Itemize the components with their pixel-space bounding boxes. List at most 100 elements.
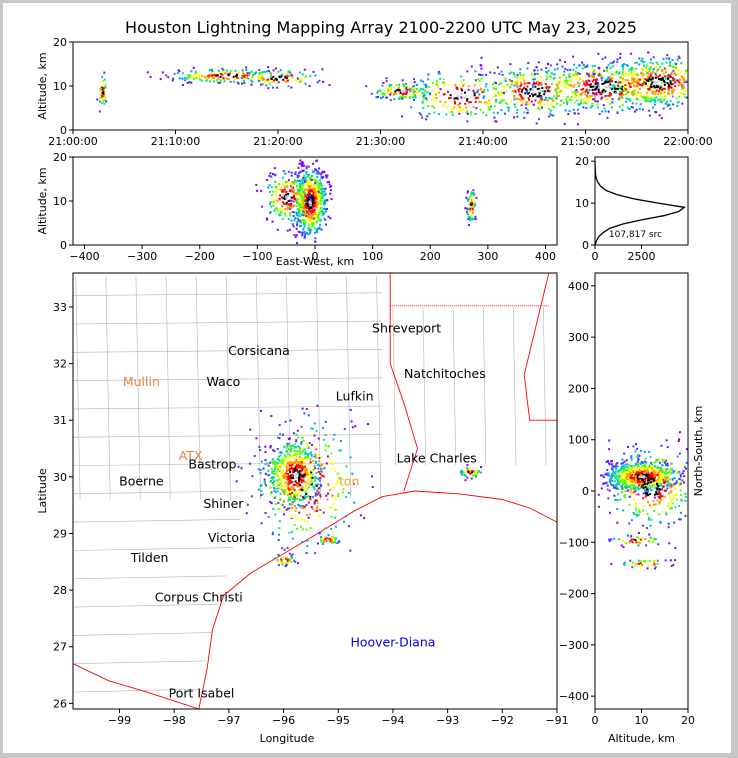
- ns-height-point: [648, 560, 651, 563]
- ns-height-point: [661, 495, 664, 498]
- time-height-point: [584, 90, 587, 93]
- time-height-point: [640, 59, 643, 62]
- ns-height-point: [639, 562, 642, 565]
- plan-view-point: [278, 460, 281, 463]
- ns-height-point: [674, 485, 677, 488]
- time-height-point: [665, 100, 668, 103]
- time-height-point: [619, 97, 622, 100]
- ns-height-point: [602, 482, 605, 485]
- time-height-point: [386, 91, 389, 94]
- plan-view-point: [268, 474, 271, 477]
- ns-height-point: [668, 483, 670, 486]
- time-height-point: [663, 67, 666, 70]
- time-height-point: [561, 65, 564, 68]
- time-height-point: [274, 78, 276, 81]
- time-height-point: [674, 67, 677, 70]
- time-height-point: [387, 89, 390, 92]
- time-height-point: [592, 78, 595, 81]
- time-height-point: [568, 74, 571, 77]
- time-height-point: [665, 57, 668, 60]
- ew-height-point: [314, 182, 317, 185]
- plan-view-point: [315, 447, 318, 450]
- time-height-point: [611, 61, 614, 64]
- time-height-point: [422, 88, 425, 91]
- time-height-point: [184, 79, 186, 82]
- ew-height-point: [286, 229, 289, 232]
- ew-height-point: [309, 196, 312, 199]
- time-height-point: [539, 99, 542, 102]
- plan-view-point: [335, 537, 337, 540]
- plan-view-point: [280, 559, 283, 561]
- time-height-point: [185, 77, 188, 80]
- time-height-point: [632, 74, 634, 77]
- time-height-point: [571, 91, 574, 94]
- time-height-point: [629, 68, 632, 71]
- ns-height-point: [647, 565, 650, 567]
- time-height-point: [460, 109, 463, 112]
- ew-height-point: [303, 230, 306, 233]
- time-height-point: [437, 72, 440, 75]
- ew-height-point: [317, 204, 320, 207]
- time-height-point: [621, 103, 624, 106]
- time-height-point: [596, 71, 598, 74]
- time-height-point: [672, 72, 675, 75]
- plan-view-point: [330, 493, 333, 496]
- plan-view-point: [290, 516, 293, 518]
- plan-view-point: [324, 538, 327, 541]
- ns-height-point: [660, 482, 663, 485]
- time-height-point: [635, 73, 638, 76]
- plan-view-point: [287, 558, 290, 560]
- ew-height-point: [284, 212, 286, 215]
- plan-view-point: [315, 429, 318, 432]
- plan-view-point: [308, 483, 310, 486]
- time-height-point: [669, 80, 672, 83]
- time-height-point: [642, 73, 645, 76]
- ns-height-point: [638, 532, 640, 534]
- ew-height-point: [269, 172, 272, 175]
- time-height-point: [443, 84, 446, 87]
- time-height-point: [613, 73, 616, 76]
- plan-view-point: [288, 493, 291, 496]
- plan-view-point: [298, 478, 301, 481]
- time-height-point: [438, 72, 441, 75]
- time-height-point: [572, 74, 575, 77]
- time-height-point: [635, 90, 638, 92]
- ns-height-point: [626, 541, 629, 544]
- time-height-point: [272, 86, 275, 89]
- time-height-point: [474, 70, 477, 73]
- time-height-point: [565, 86, 568, 89]
- plan-view-point: [327, 539, 330, 542]
- plan-view-point: [270, 467, 273, 470]
- ew-height-xtick-label: 100: [362, 250, 383, 263]
- plan-view-point: [291, 503, 294, 506]
- ns-height-point: [651, 474, 654, 477]
- ew-height-point: [472, 198, 474, 201]
- time-height-point: [597, 52, 600, 55]
- ns-height-point: [614, 484, 617, 487]
- county-line: [225, 275, 231, 500]
- ew-height-point: [277, 182, 280, 185]
- time-height-point: [593, 97, 596, 100]
- plan-view-point: [354, 425, 357, 428]
- time-height-point: [204, 76, 207, 79]
- time-height-point: [434, 91, 437, 94]
- ns-height-point: [679, 473, 682, 476]
- time-height-point: [414, 95, 416, 98]
- plan-view-point: [302, 447, 305, 450]
- plan-view-point: [300, 481, 303, 484]
- time-height-point: [218, 81, 221, 84]
- plan-view-point: [275, 461, 278, 464]
- ns-height-point: [635, 481, 638, 484]
- time-height-point: [617, 97, 620, 100]
- time-height-point: [574, 96, 577, 99]
- time-height-point: [247, 77, 250, 80]
- time-height-point: [222, 77, 225, 80]
- plan-view-point: [295, 446, 297, 449]
- plan-view-point: [305, 504, 308, 506]
- time-height-point: [658, 78, 660, 80]
- time-height-point: [449, 94, 452, 97]
- time-height-point: [588, 89, 591, 91]
- ew-height-point: [289, 212, 292, 215]
- plan-view-point: [306, 514, 308, 516]
- plan-view-point: [249, 462, 251, 465]
